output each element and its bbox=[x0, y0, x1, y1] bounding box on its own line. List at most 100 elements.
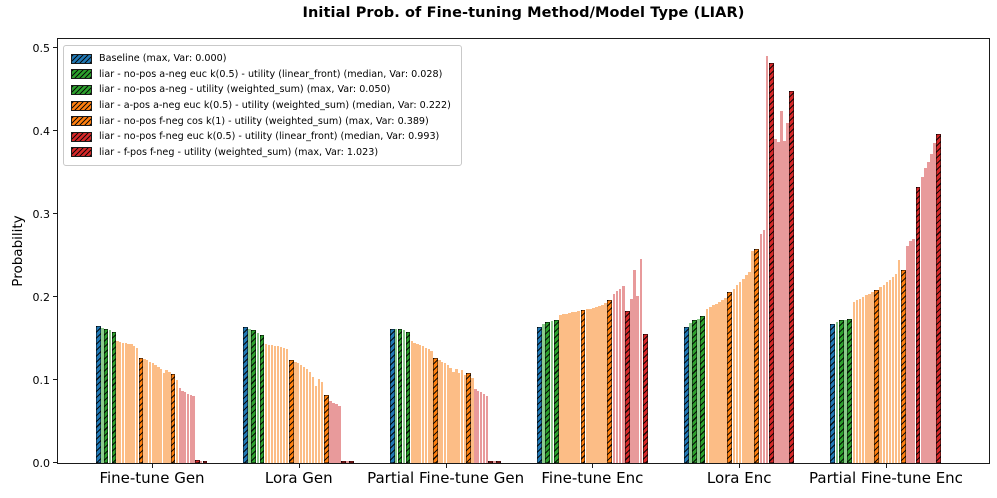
highlighted-bar bbox=[900, 269, 906, 463]
bar bbox=[493, 461, 496, 463]
bar bbox=[413, 342, 416, 463]
bar bbox=[601, 304, 604, 463]
bar bbox=[477, 390, 480, 463]
bar bbox=[885, 282, 889, 463]
highlighted-bar bbox=[700, 316, 706, 463]
bar bbox=[852, 302, 856, 463]
highlighted-bar bbox=[683, 326, 689, 463]
y-tick-label: 0.3 bbox=[32, 208, 51, 221]
bar bbox=[765, 56, 769, 463]
highlighted-bar bbox=[405, 331, 411, 463]
legend-row: liar - f-pos f-neg - utility (weighted_s… bbox=[71, 145, 451, 161]
bar bbox=[200, 460, 203, 463]
bar bbox=[927, 161, 930, 463]
bar bbox=[311, 376, 315, 463]
bar bbox=[248, 329, 251, 463]
bar bbox=[897, 259, 901, 463]
legend-swatch-red-median bbox=[71, 131, 92, 142]
bar bbox=[394, 329, 398, 463]
bar bbox=[621, 286, 625, 463]
bar bbox=[732, 288, 736, 463]
bar bbox=[308, 371, 312, 463]
bar bbox=[861, 297, 865, 463]
bar bbox=[708, 307, 712, 463]
highlighted-bar bbox=[103, 328, 109, 463]
bar bbox=[909, 240, 912, 463]
y-tick-mark bbox=[53, 213, 57, 214]
legend-label: Baseline (max, Var: 0.000) bbox=[99, 53, 227, 65]
highlighted-bar bbox=[754, 248, 760, 463]
bar bbox=[157, 366, 160, 463]
bar bbox=[410, 341, 413, 463]
bar bbox=[550, 321, 554, 463]
y-tick-mark bbox=[53, 296, 57, 297]
bar-group: Lora Gen bbox=[243, 39, 355, 487]
highlighted-bar bbox=[545, 321, 551, 463]
bar bbox=[912, 238, 916, 463]
bar bbox=[165, 370, 168, 463]
bar bbox=[783, 141, 786, 463]
bar bbox=[443, 363, 447, 463]
legend-row: Baseline (max, Var: 0.000) bbox=[71, 51, 451, 67]
bar bbox=[175, 380, 179, 463]
highlighted-bar bbox=[138, 357, 143, 463]
bar bbox=[933, 143, 936, 463]
bar bbox=[127, 343, 130, 463]
highlighted-bar bbox=[195, 459, 200, 463]
bar-group: Partial Fine-tune Enc bbox=[809, 39, 963, 487]
bar bbox=[146, 360, 149, 463]
bar bbox=[460, 370, 464, 463]
bar bbox=[894, 273, 898, 463]
bar bbox=[162, 373, 166, 463]
bar bbox=[159, 369, 163, 463]
legend-swatch-green-max bbox=[71, 84, 92, 95]
bar bbox=[116, 341, 119, 463]
bar bbox=[101, 327, 104, 463]
bar bbox=[446, 365, 450, 463]
bar bbox=[482, 394, 486, 463]
bar bbox=[317, 379, 321, 463]
legend-label: liar - f-pos f-neg - utility (weighted_s… bbox=[99, 146, 379, 158]
highlighted-bar bbox=[580, 310, 586, 463]
bar bbox=[721, 300, 724, 463]
bar bbox=[314, 385, 318, 463]
highlighted-bar bbox=[847, 318, 853, 463]
bar-group: Fine-tune Gen bbox=[96, 39, 208, 487]
bar bbox=[711, 305, 715, 463]
bar bbox=[449, 367, 452, 463]
highlighted-bar bbox=[96, 326, 101, 463]
bar bbox=[571, 311, 574, 463]
bar bbox=[121, 342, 125, 463]
bar bbox=[479, 392, 483, 463]
bar bbox=[124, 343, 128, 463]
highlighted-bar bbox=[874, 289, 880, 463]
bar bbox=[588, 308, 592, 463]
bar bbox=[871, 292, 874, 463]
bar bbox=[452, 371, 455, 463]
bar bbox=[542, 323, 545, 463]
bar bbox=[636, 296, 640, 463]
legend-row: liar - a-pos a-neg euc k(0.5) - utility … bbox=[71, 98, 451, 114]
legend-swatch-red-max bbox=[71, 147, 92, 158]
bar bbox=[186, 394, 190, 463]
highlighted-bar bbox=[536, 326, 542, 463]
legend-label: liar - no-pos f-neg cos k(1) - utility (… bbox=[99, 115, 429, 127]
bar bbox=[741, 278, 745, 463]
y-tick-mark bbox=[53, 462, 57, 463]
bar bbox=[430, 350, 433, 463]
bar bbox=[264, 344, 268, 463]
legend-label: liar - no-pos a-neg euc k(0.5) - utility… bbox=[99, 68, 443, 80]
bar bbox=[724, 297, 727, 463]
highlighted-bar bbox=[111, 331, 116, 463]
bar bbox=[168, 371, 171, 463]
y-tick-mark bbox=[53, 47, 57, 48]
bar bbox=[424, 347, 428, 463]
bar-group: Lora Enc bbox=[683, 39, 795, 487]
bar bbox=[285, 349, 289, 463]
highlighted-bar bbox=[466, 372, 471, 463]
bar bbox=[416, 343, 419, 463]
bar-group: Fine-tune Enc bbox=[536, 39, 648, 487]
highlighted-bar bbox=[390, 328, 395, 463]
bar bbox=[786, 122, 789, 463]
bar bbox=[612, 293, 616, 463]
